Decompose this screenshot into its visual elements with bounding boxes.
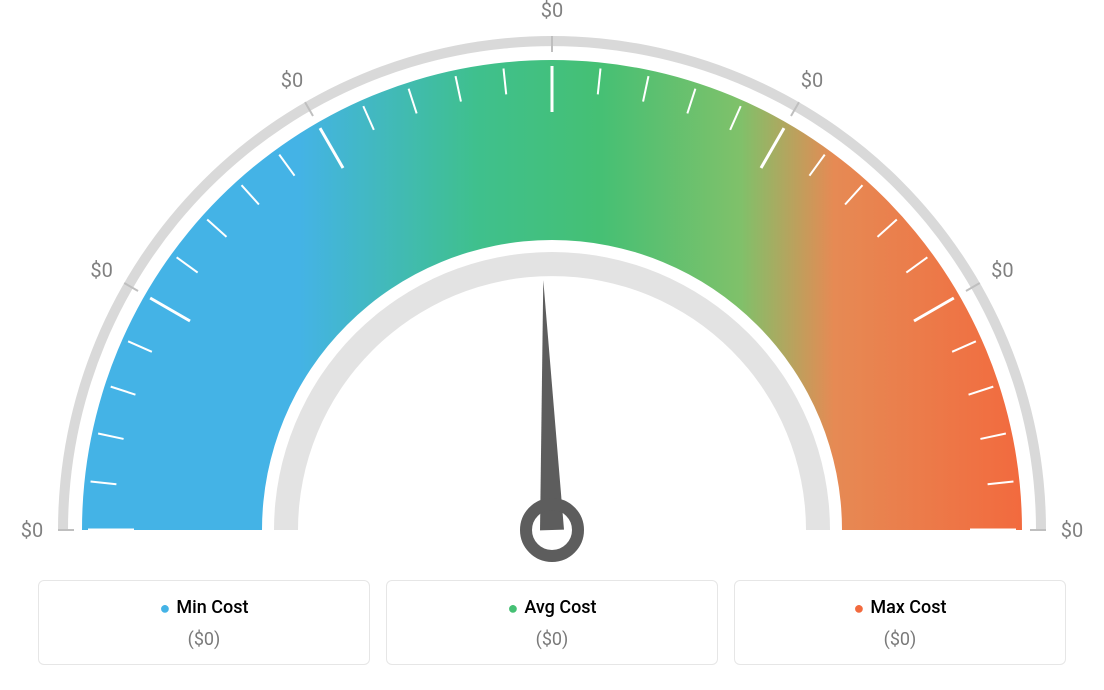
- legend-min-label-text: Min Cost: [176, 597, 248, 618]
- legend-max-value: ($0): [745, 629, 1055, 650]
- legend-card-max: ● Max Cost ($0): [734, 580, 1066, 665]
- legend-card-min: ●Min Cost ($0): [38, 580, 370, 665]
- legend-row: ●Min Cost ($0) ●Avg Cost ($0) ●Max Cost …: [38, 580, 1066, 665]
- legend-min-label: ●Min Cost: [49, 597, 359, 619]
- legend-avg-value: ($0): [397, 629, 707, 650]
- gauge-tick-label: $0: [90, 258, 112, 282]
- legend-avg-label: ● Avg Cost: [397, 597, 707, 619]
- legend-avg-label-text: Avg Cost: [524, 597, 596, 618]
- dot-icon: ●: [507, 598, 518, 619]
- dot-icon: ●: [160, 598, 171, 619]
- gauge-tick-label: $0: [991, 258, 1013, 282]
- gauge-tick-label: $0: [21, 518, 43, 542]
- cost-gauge: $0 $0 $0 $0 $0 $0 $0: [0, 0, 1104, 570]
- legend-card-avg: ● Avg Cost ($0): [386, 580, 718, 665]
- gauge-svg: [0, 0, 1104, 570]
- gauge-tick-label: $0: [1061, 518, 1083, 542]
- legend-max-label: ● Max Cost: [745, 597, 1055, 619]
- legend-min-value: ($0): [49, 629, 359, 650]
- legend-max-label-text: Max Cost: [870, 597, 946, 618]
- dot-icon: ●: [853, 598, 864, 619]
- gauge-tick-label: $0: [281, 68, 303, 92]
- gauge-tick-label: $0: [541, 0, 563, 22]
- gauge-tick-label: $0: [801, 68, 823, 92]
